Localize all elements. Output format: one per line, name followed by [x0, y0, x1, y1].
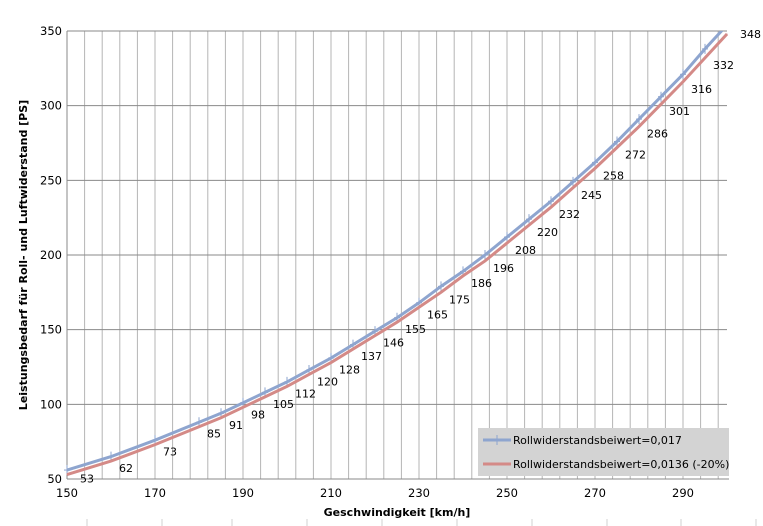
data-label: 208 — [515, 244, 536, 257]
data-point — [594, 167, 596, 169]
legend-box — [478, 428, 729, 476]
data-label: 272 — [625, 148, 646, 161]
data-point — [396, 321, 398, 323]
bottom-cell-borders — [86, 519, 757, 526]
data-point — [286, 385, 288, 387]
data-label: 137 — [361, 350, 382, 363]
data-labels: 5362738591981051121201281371461551651751… — [80, 28, 761, 486]
y-axis-title: Leistungsbedarf für Roll- und Luftwiders… — [17, 100, 30, 410]
data-point — [528, 224, 530, 226]
data-label: 155 — [405, 323, 426, 336]
data-label: 332 — [713, 59, 734, 72]
x-tick-label: 230 — [408, 486, 430, 500]
y-tick-label: 100 — [40, 397, 62, 411]
data-point — [484, 260, 486, 262]
data-point — [726, 33, 728, 35]
data-label: 316 — [691, 83, 712, 96]
data-label: 62 — [119, 462, 133, 475]
x-axis-title: Geschwindigkeit [km/h] — [324, 506, 471, 519]
legend-label-blue: Rollwiderstandsbeiwert=0,017 — [513, 434, 682, 447]
data-label: 73 — [163, 446, 177, 459]
data-label: 165 — [427, 308, 448, 321]
data-label: 91 — [229, 419, 243, 432]
data-point — [462, 275, 464, 277]
data-point — [352, 348, 354, 350]
data-point — [704, 57, 706, 59]
data-label: 146 — [383, 337, 404, 350]
data-point — [264, 396, 266, 398]
data-point — [418, 306, 420, 308]
x-tick-label: 210 — [320, 486, 342, 500]
data-label: 196 — [493, 262, 514, 275]
tick-labels: 150 170 190 210 230 250 270 290 50 100 150 200 250 30… — [40, 24, 694, 500]
y-tick-label: 350 — [40, 24, 62, 38]
x-tick-label: 190 — [232, 486, 254, 500]
data-point — [572, 187, 574, 189]
data-label: 220 — [537, 226, 558, 239]
data-point — [242, 406, 244, 408]
series-line-red — [66, 32, 729, 476]
data-label: 98 — [251, 408, 265, 421]
y-tick-label: 150 — [40, 323, 62, 337]
data-label: 128 — [339, 364, 360, 377]
data-point — [154, 444, 156, 446]
data-label: 258 — [603, 169, 624, 182]
data-label: 120 — [317, 375, 338, 388]
data-point — [198, 426, 200, 428]
x-tick-label: 150 — [56, 486, 78, 500]
data-label: 245 — [581, 189, 602, 202]
x-tick-label: 170 — [144, 486, 166, 500]
data-point — [440, 291, 442, 293]
series-line-blue — [66, 31, 724, 472]
data-point — [638, 126, 640, 128]
data-label: 186 — [471, 277, 492, 290]
data-point — [220, 417, 222, 419]
data-point — [110, 460, 112, 462]
data-point — [660, 103, 662, 105]
x-tick-label: 290 — [672, 486, 694, 500]
legend: Rollwiderstandsbeiwert=0,017 Rollwiderst… — [478, 428, 729, 476]
data-label: 348 — [740, 28, 761, 41]
data-label: 85 — [207, 428, 221, 441]
data-point — [374, 335, 376, 337]
legend-label-red: Rollwiderstandsbeiwert=0,0136 (-20%) — [513, 458, 729, 471]
data-label: 53 — [80, 473, 94, 486]
data-label: 301 — [669, 105, 690, 118]
data-point — [550, 206, 552, 208]
data-label: 175 — [449, 293, 470, 306]
x-tick-label: 270 — [584, 486, 606, 500]
y-tick-label: 300 — [40, 99, 62, 113]
data-label: 112 — [295, 387, 316, 400]
data-label: 105 — [273, 398, 294, 411]
data-point — [616, 146, 618, 148]
y-tick-label: 50 — [47, 472, 62, 486]
x-tick-label: 250 — [496, 486, 518, 500]
data-point — [308, 373, 310, 375]
data-point — [682, 81, 684, 83]
y-tick-label: 250 — [40, 173, 62, 187]
y-tick-label: 200 — [40, 248, 62, 262]
data-point — [66, 474, 68, 476]
data-point — [330, 362, 332, 364]
data-point — [506, 242, 508, 244]
grid — [66, 30, 729, 480]
data-label: 286 — [647, 128, 668, 141]
data-label: 232 — [559, 208, 580, 221]
series-lines — [64, 31, 729, 476]
